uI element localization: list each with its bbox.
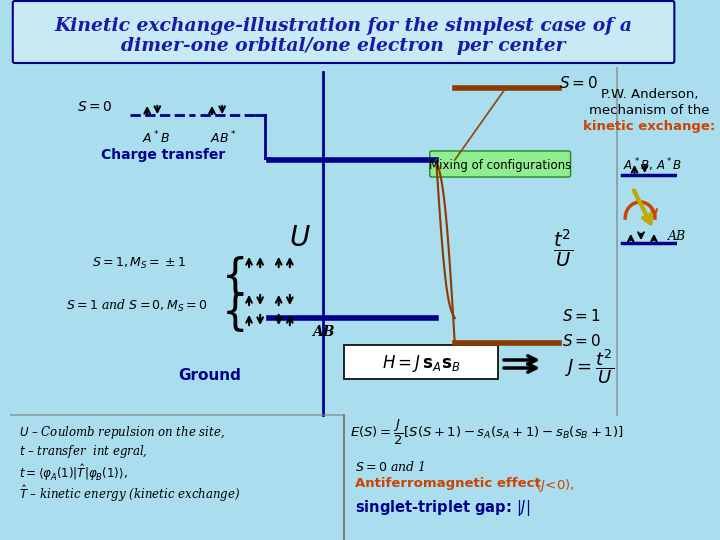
FancyBboxPatch shape xyxy=(192,102,257,122)
Text: $H = J\,\mathbf{s}_A\mathbf{s}_B$: $H = J\,\mathbf{s}_A\mathbf{s}_B$ xyxy=(382,353,461,374)
Text: AB: AB xyxy=(668,231,686,244)
Text: Mixing of configurations: Mixing of configurations xyxy=(429,159,571,172)
Text: P.W. Anderson,: P.W. Anderson, xyxy=(600,88,698,101)
Text: {: { xyxy=(222,292,248,334)
Text: $S=0$ and 1: $S=0$ and 1 xyxy=(355,460,425,474)
Text: singlet-triplet gap: $|J|$: singlet-triplet gap: $|J|$ xyxy=(355,498,530,518)
FancyBboxPatch shape xyxy=(430,151,570,177)
Text: $(J\!<\!0),$: $(J\!<\!0),$ xyxy=(536,477,575,494)
Text: Ground: Ground xyxy=(178,368,240,383)
Text: AB: AB xyxy=(312,325,334,339)
Text: Kinetic exchange-illustration for the simplest case of a: Kinetic exchange-illustration for the si… xyxy=(55,17,633,35)
Text: kinetic exchange:: kinetic exchange: xyxy=(583,120,716,133)
FancyBboxPatch shape xyxy=(13,1,675,63)
Text: $\hat{T}$ – kinetic energy (kinetic exchange): $\hat{T}$ – kinetic energy (kinetic exch… xyxy=(19,483,240,504)
Text: $t=\langle\varphi_A(1)|\hat{T}|\varphi_B(1)\rangle,$: $t=\langle\varphi_A(1)|\hat{T}|\varphi_B… xyxy=(19,462,128,483)
Text: $S=0$: $S=0$ xyxy=(562,333,601,349)
Text: $\dfrac{t^2}{U}$: $\dfrac{t^2}{U}$ xyxy=(553,227,573,269)
Text: {: { xyxy=(222,256,248,298)
Text: $AB^*$: $AB^*$ xyxy=(210,130,236,146)
Text: dimer-one orbital/one electron  per center: dimer-one orbital/one electron per cente… xyxy=(121,37,566,55)
Text: $S=1$: $S=1$ xyxy=(562,308,601,324)
Text: $A^*B,\, A^*B$: $A^*B,\, A^*B$ xyxy=(624,156,683,174)
Text: $t$ – transfer  int egral,: $t$ – transfer int egral, xyxy=(19,443,148,460)
Text: $E(S)=\dfrac{J}{2}\left[S(S+1)-s_A(s_A+1)-s_B(s_B+1)\right]$: $E(S)=\dfrac{J}{2}\left[S(S+1)-s_A(s_A+1… xyxy=(351,418,624,447)
Text: $J=\dfrac{t^2}{U}$: $J=\dfrac{t^2}{U}$ xyxy=(564,347,613,386)
Text: $A^*B$: $A^*B$ xyxy=(143,130,171,146)
Text: $S=1, M_S=\pm 1$: $S=1, M_S=\pm 1$ xyxy=(91,255,185,271)
Text: $S=1$ and $S=0, M_S=0$: $S=1$ and $S=0, M_S=0$ xyxy=(66,298,207,314)
Text: $U$ – Coulomb repulsion on the site,: $U$ – Coulomb repulsion on the site, xyxy=(19,424,225,441)
Text: Charge transfer: Charge transfer xyxy=(101,148,225,162)
Text: Antiferromagnetic effect: Antiferromagnetic effect xyxy=(355,477,545,490)
Text: $S=0$: $S=0$ xyxy=(559,75,598,91)
Text: mechanism of the: mechanism of the xyxy=(589,104,710,117)
Text: $S=0$: $S=0$ xyxy=(77,100,112,114)
Text: $U$: $U$ xyxy=(289,225,311,252)
FancyBboxPatch shape xyxy=(344,345,498,379)
FancyBboxPatch shape xyxy=(127,102,199,122)
